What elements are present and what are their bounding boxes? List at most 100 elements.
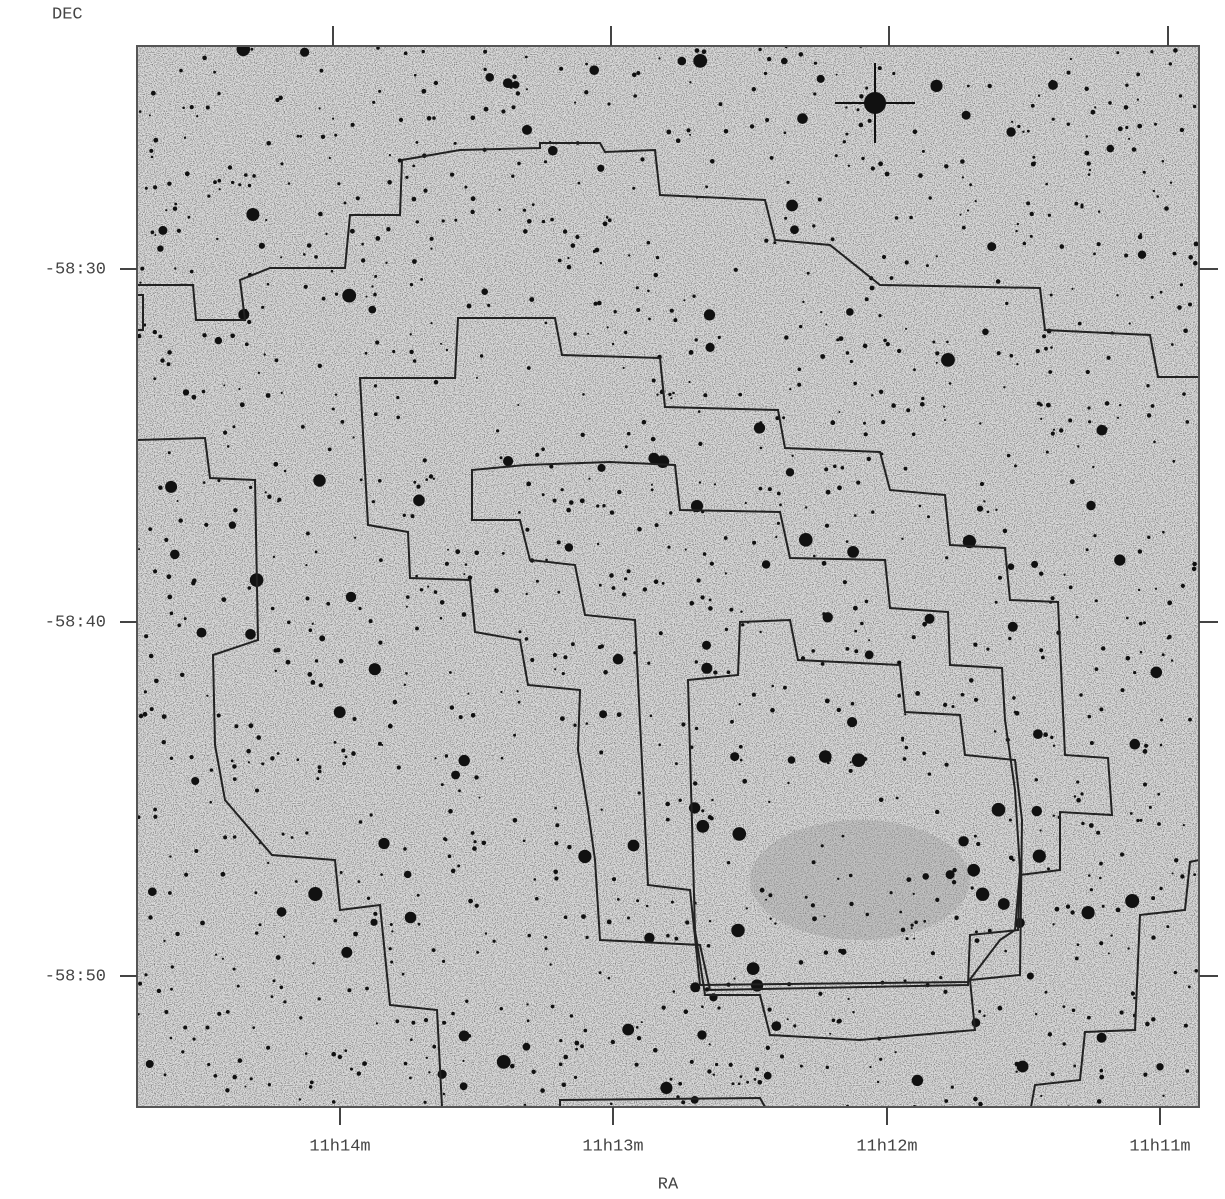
star — [214, 1074, 218, 1078]
star — [1174, 971, 1177, 974]
star — [464, 186, 467, 189]
star — [535, 453, 539, 457]
star — [1188, 718, 1192, 722]
star — [177, 624, 181, 628]
star — [360, 478, 363, 481]
star — [454, 142, 457, 145]
star — [822, 760, 824, 762]
star — [891, 403, 896, 408]
star — [807, 272, 810, 275]
y-tick-label: -58:50 — [45, 967, 106, 986]
star — [1008, 563, 1015, 570]
star — [818, 992, 822, 996]
star — [427, 116, 432, 121]
star — [598, 464, 606, 472]
star — [856, 481, 860, 485]
star — [878, 66, 882, 70]
star — [448, 854, 452, 858]
star — [846, 351, 850, 355]
star — [442, 219, 445, 222]
star — [378, 90, 381, 93]
star — [335, 293, 338, 296]
star — [527, 219, 532, 224]
star — [288, 182, 291, 185]
star — [512, 81, 520, 89]
star — [249, 486, 252, 489]
star — [1015, 230, 1017, 232]
star — [617, 712, 622, 717]
star — [610, 510, 614, 514]
star — [517, 690, 519, 692]
star — [628, 840, 640, 852]
star — [943, 703, 947, 707]
star — [340, 871, 343, 874]
star — [404, 871, 411, 878]
star — [1052, 118, 1055, 121]
star — [246, 208, 259, 221]
star — [271, 995, 274, 998]
star — [160, 358, 164, 362]
star — [837, 708, 841, 712]
star — [1078, 322, 1082, 326]
star — [273, 556, 275, 558]
star — [1023, 242, 1027, 246]
star — [708, 606, 713, 611]
star — [758, 48, 761, 51]
star — [1086, 548, 1089, 551]
star — [1087, 406, 1090, 409]
star — [237, 985, 240, 988]
star — [871, 510, 874, 513]
star — [974, 698, 978, 702]
star — [835, 154, 838, 157]
star — [651, 484, 653, 486]
star — [191, 581, 195, 585]
star — [1071, 288, 1073, 290]
star — [193, 1038, 196, 1041]
star — [1162, 1095, 1164, 1097]
star — [458, 789, 461, 792]
star — [867, 457, 871, 461]
star — [1194, 969, 1198, 973]
star — [864, 432, 868, 436]
star — [332, 408, 335, 411]
star — [238, 388, 240, 390]
star — [861, 157, 864, 160]
star — [774, 922, 776, 924]
star — [334, 134, 337, 137]
star — [925, 614, 935, 624]
star — [411, 1021, 415, 1025]
star — [752, 693, 756, 697]
star — [149, 149, 153, 153]
star — [727, 861, 730, 864]
star — [1087, 1016, 1091, 1020]
star — [1052, 923, 1054, 925]
star — [275, 98, 279, 102]
nebula — [750, 820, 970, 940]
star — [693, 781, 697, 785]
star — [545, 322, 548, 325]
star — [636, 308, 640, 312]
star — [318, 212, 323, 217]
star — [967, 864, 980, 877]
star — [843, 580, 847, 584]
star — [378, 838, 389, 849]
star — [994, 730, 996, 732]
star — [404, 1062, 408, 1066]
star — [641, 1021, 643, 1023]
star — [412, 259, 417, 264]
star — [1043, 732, 1048, 737]
star — [594, 302, 598, 306]
star — [909, 216, 913, 220]
star — [311, 680, 316, 685]
star — [764, 239, 768, 243]
star — [852, 1011, 854, 1013]
star — [854, 630, 857, 633]
star — [445, 754, 448, 757]
star — [633, 94, 637, 98]
star — [396, 416, 400, 420]
star — [593, 250, 596, 253]
star — [718, 336, 721, 339]
star — [671, 901, 674, 904]
star — [599, 750, 603, 754]
star — [416, 141, 419, 144]
